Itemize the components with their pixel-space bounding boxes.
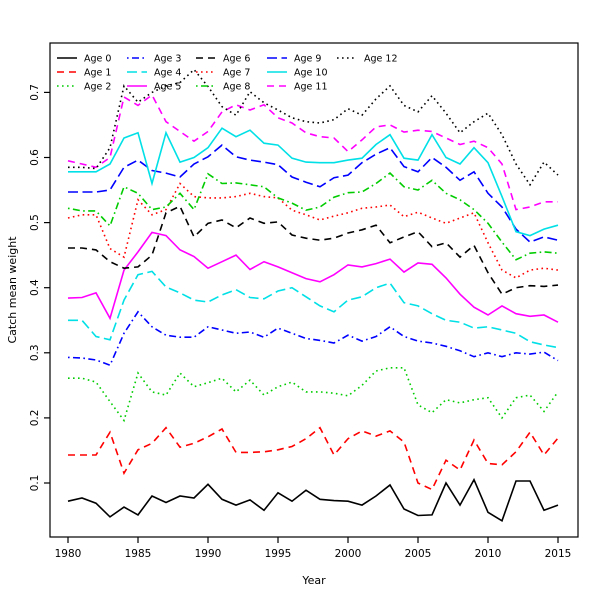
x-tick-label: 1980 — [55, 548, 82, 560]
legend-item-age-3: Age 3 — [127, 54, 181, 65]
series-line-age-12 — [68, 68, 559, 187]
y-tick-label: 0.6 — [29, 149, 41, 166]
x-tick-label: 2015 — [545, 548, 572, 560]
series-line-age-0 — [67, 477, 559, 522]
plot-frame — [49, 42, 579, 538]
y-tick-label: 0.4 — [29, 279, 41, 296]
x-tick-label: 1990 — [195, 548, 222, 560]
y-tick-label: 0.2 — [29, 410, 41, 427]
series-line-age-6 — [68, 205, 559, 296]
legend-item-age-7: Age 7 — [196, 68, 250, 79]
legend-item-age-10: Age 10 — [267, 68, 327, 79]
series-line-age-2 — [68, 366, 559, 423]
series-line-age-3 — [67, 310, 559, 367]
legend-item-age-0: Age 0 — [57, 54, 111, 65]
legend-label: Age 1 — [84, 68, 111, 79]
y-tick-label: 0.5 — [29, 214, 41, 231]
legend-label: Age 8 — [223, 82, 250, 93]
legend-item-age-8: Age 8 — [196, 82, 250, 93]
y-axis-label: Catch mean weight — [6, 236, 19, 344]
legend-label: Age 5 — [154, 82, 181, 93]
y-tick-label: 0.1 — [29, 475, 41, 492]
legend-item-age-6: Age 6 — [196, 54, 250, 65]
series-line-age-11 — [67, 93, 558, 211]
legend-label: Age 4 — [154, 68, 181, 79]
x-tick-label: 2010 — [475, 548, 502, 560]
series-line-age-1 — [68, 426, 559, 491]
x-tick-label: 1985 — [125, 548, 152, 560]
series-line-age-5 — [67, 231, 559, 323]
x-tick-label: 2000 — [335, 548, 362, 560]
legend-item-age-1: Age 1 — [57, 68, 111, 79]
x-tick-label: 1995 — [265, 548, 292, 560]
x-tick-label: 2005 — [405, 548, 432, 560]
legend-item-age-2: Age 2 — [57, 82, 111, 93]
legend-item-age-12: Age 12 — [337, 54, 397, 65]
x-axis-label: Year — [301, 574, 326, 587]
series-line-age-10 — [68, 127, 559, 237]
series-line-age-7 — [67, 182, 559, 279]
legend-label: Age 6 — [223, 54, 250, 65]
legend-item-age-11: Age 11 — [267, 82, 327, 93]
y-tick-label: 0.7 — [29, 84, 41, 101]
legend-item-age-9: Age 9 — [267, 54, 321, 65]
legend-label: Age 11 — [294, 82, 327, 93]
series-line-age-8 — [67, 172, 559, 261]
legend-label: Age 9 — [294, 54, 321, 65]
legend-label: Age 3 — [154, 54, 181, 65]
legend-label: Age 2 — [84, 82, 111, 93]
series-line-age-4 — [68, 270, 559, 349]
legend-label: Age 12 — [364, 54, 397, 65]
legend-label: Age 0 — [84, 54, 111, 65]
legend-label: Age 7 — [223, 68, 250, 79]
legend-label: Age 10 — [294, 68, 327, 79]
y-tick-label: 0.3 — [29, 344, 41, 361]
legend-item-age-5: Age 5 — [127, 82, 181, 93]
legend-item-age-4: Age 4 — [127, 68, 181, 79]
